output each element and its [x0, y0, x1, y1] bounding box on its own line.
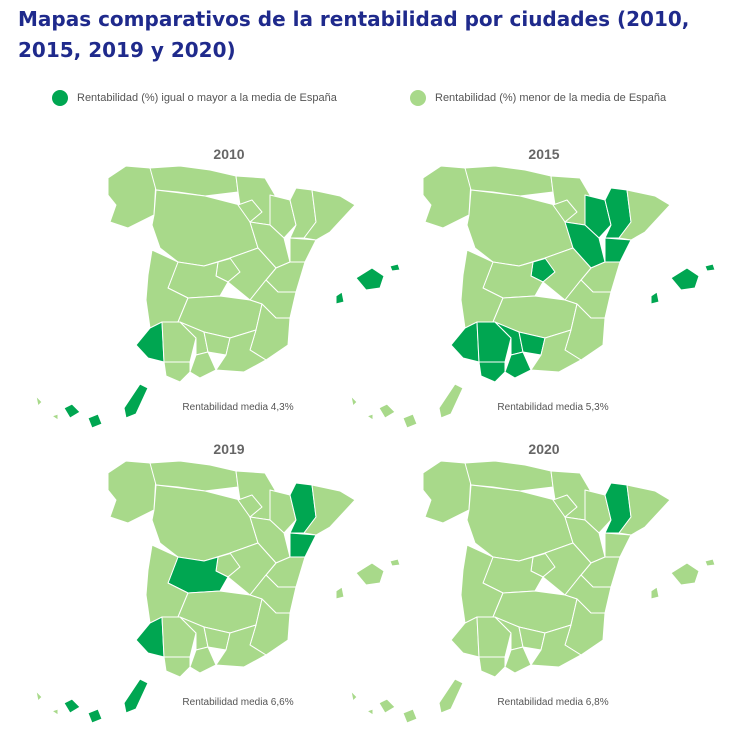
region-canary-west — [350, 395, 358, 407]
region-balearic-ibiza — [650, 586, 660, 600]
region-girona-barcelona — [618, 484, 671, 536]
region-granada-almeria — [215, 329, 267, 373]
region-balearic-mallorca — [355, 267, 385, 291]
region-cadiz — [478, 361, 506, 383]
legend-label-above-average: Rentabilidad (%) igual o mayor a la medi… — [77, 92, 337, 104]
region-balearic-mallorca — [670, 267, 700, 291]
region-malaga — [504, 351, 532, 379]
region-huelva — [135, 321, 165, 363]
region-canary-lanzarote — [123, 383, 149, 419]
map-year-title: 2019 — [213, 441, 244, 457]
region-balearic-ibiza — [335, 291, 345, 305]
region-canary-west — [350, 690, 358, 702]
map-year-title: 2010 — [213, 146, 244, 162]
map-average-caption: Rentabilidad media 5,3% — [497, 402, 608, 413]
region-canary-tenerife — [378, 403, 396, 419]
region-canary-gran — [402, 413, 418, 429]
map-2010: 2010 Rentabilidad media 4,3% — [35, 146, 401, 429]
region-balearic-mallorca — [670, 562, 700, 586]
region-granada-almeria — [530, 329, 582, 373]
region-galicia — [107, 460, 157, 524]
region-canary-lanzarote — [123, 678, 149, 714]
region-huelva — [135, 616, 165, 658]
region-balearic-menorca — [389, 558, 401, 567]
region-canary-gomera — [51, 413, 59, 421]
region-granada-almeria — [215, 624, 267, 668]
region-canary-west — [35, 395, 43, 407]
page-title: Mapas comparativos de la rentabilidad po… — [18, 7, 690, 62]
region-canary-gomera — [51, 708, 59, 716]
region-huelva — [450, 616, 480, 658]
legend-dot-light-green — [410, 90, 426, 106]
region-canary-lanzarote — [438, 383, 464, 419]
region-canary-gran — [402, 708, 418, 724]
region-sevilla — [161, 616, 197, 658]
region-balearic-menorca — [704, 263, 716, 272]
region-canary-west — [35, 690, 43, 702]
region-canary-gomera — [366, 413, 374, 421]
region-la-rioja — [552, 494, 578, 518]
region-canary-lanzarote — [438, 678, 464, 714]
legend-above-average: Rentabilidad (%) igual o mayor a la medi… — [52, 90, 337, 106]
map-average-caption: Rentabilidad media 6,8% — [497, 697, 608, 708]
region-balearic-menorca — [704, 558, 716, 567]
region-girona-barcelona — [618, 189, 671, 241]
region-la-rioja — [237, 494, 263, 518]
region-tarragona — [604, 237, 632, 263]
region-la-rioja — [552, 199, 578, 223]
region-sevilla — [476, 321, 512, 363]
region-girona-barcelona — [303, 484, 356, 536]
map-2015: 2015 Rentabilidad media 5,3% — [350, 146, 716, 429]
region-tarragona — [289, 532, 317, 558]
map-2020: 2020 Rentabilidad media 6,8% — [350, 441, 716, 724]
map-year-title: 2015 — [528, 146, 559, 162]
legend-dot-dark-green — [52, 90, 68, 106]
region-balearic-ibiza — [335, 586, 345, 600]
region-girona-barcelona — [303, 189, 356, 241]
region-balearic-ibiza — [650, 291, 660, 305]
region-huesca — [269, 194, 297, 239]
region-galicia — [107, 165, 157, 229]
region-canary-gomera — [366, 708, 374, 716]
region-canary-tenerife — [63, 403, 81, 419]
region-huesca — [584, 489, 612, 534]
map-2019: 2019 Rentabilidad media 6,6% — [35, 441, 401, 724]
region-malaga — [189, 351, 217, 379]
region-balearic-menorca — [389, 263, 401, 272]
region-malaga — [189, 646, 217, 674]
map-year-title: 2020 — [528, 441, 559, 457]
region-cadiz — [163, 361, 191, 383]
legend-below-average: Rentabilidad (%) menor de la media de Es… — [410, 90, 666, 106]
region-malaga — [504, 646, 532, 674]
region-canary-tenerife — [63, 698, 81, 714]
legend-label-below-average: Rentabilidad (%) menor de la media de Es… — [435, 92, 667, 104]
region-sevilla — [161, 321, 197, 363]
map-average-caption: Rentabilidad media 4,3% — [182, 402, 293, 413]
map-average-caption: Rentabilidad media 6,6% — [182, 697, 293, 708]
region-canary-gran — [87, 708, 103, 724]
region-huelva — [450, 321, 480, 363]
region-canary-gran — [87, 413, 103, 429]
region-cadiz — [163, 656, 191, 678]
region-galicia — [422, 460, 472, 524]
region-cadiz — [478, 656, 506, 678]
region-sevilla — [476, 616, 512, 658]
region-galicia — [422, 165, 472, 229]
region-huesca — [584, 194, 612, 239]
region-tarragona — [289, 237, 317, 263]
region-canary-tenerife — [378, 698, 396, 714]
region-granada-almeria — [530, 624, 582, 668]
region-tarragona — [604, 532, 632, 558]
region-huesca — [269, 489, 297, 534]
region-la-rioja — [237, 199, 263, 223]
region-balearic-mallorca — [355, 562, 385, 586]
